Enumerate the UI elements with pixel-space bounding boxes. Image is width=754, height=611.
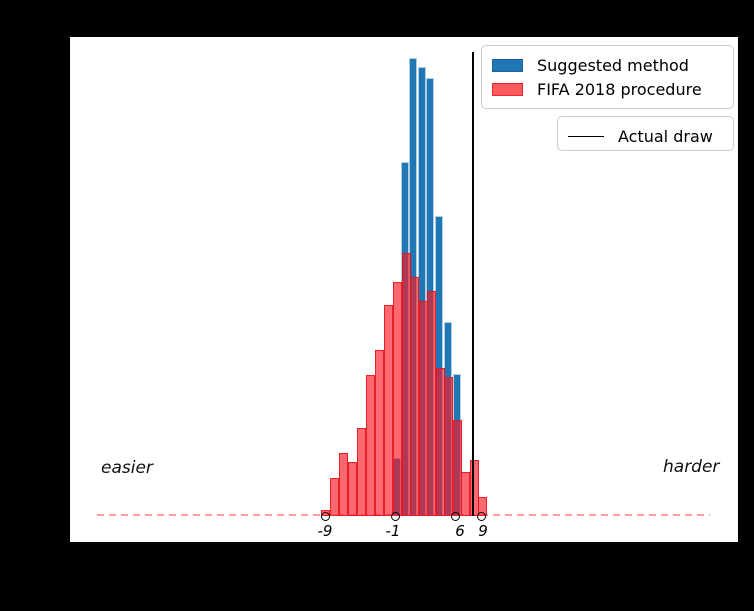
histogram-bar-red — [357, 428, 366, 516]
histogram-bar-red — [470, 460, 479, 516]
x-tick-label: -1 — [385, 522, 401, 540]
histogram-bar-red — [330, 478, 339, 516]
histogram-bar-red — [461, 472, 470, 516]
legend-label: Suggested method — [537, 55, 689, 75]
histogram-bar-red — [427, 291, 436, 516]
actual-draw-line — [472, 52, 474, 516]
draw-marker-circle — [476, 511, 486, 521]
legend-swatch-blue — [492, 58, 523, 72]
histogram-bar-red — [444, 377, 453, 516]
draw-marker-circle — [320, 511, 330, 521]
x-tick-label: -9 — [317, 522, 333, 540]
draw-marker-circle — [390, 511, 400, 521]
legend-item-actual-draw: Actual draw — [568, 124, 723, 148]
legend-actual-draw: Actual draw — [557, 116, 734, 151]
histogram-bar-red — [348, 462, 357, 516]
histogram-bar-red — [339, 453, 348, 516]
histogram-bar-red — [410, 277, 419, 516]
legend-item-suggested-method: Suggested method — [492, 53, 723, 77]
legend-label: FIFA 2018 procedure — [537, 79, 702, 99]
draw-marker-circle — [450, 511, 460, 521]
annotation-harder: harder — [663, 457, 720, 477]
histogram-bar-red — [384, 305, 393, 516]
histogram-bar-red — [393, 282, 402, 516]
legend-line-sample — [568, 135, 604, 137]
legend-swatch-red — [492, 82, 523, 96]
annotation-easier: easier — [101, 458, 153, 478]
histogram-bar-red — [366, 375, 375, 516]
histogram-bar-red — [375, 350, 384, 516]
x-tick-label: 6 — [455, 522, 465, 540]
x-tick-label: 9 — [478, 522, 488, 540]
legend-item-fifa-procedure: FIFA 2018 procedure — [492, 77, 723, 101]
legend-label: Actual draw — [618, 126, 713, 146]
legend-main: Suggested method FIFA 2018 procedure — [481, 45, 734, 109]
